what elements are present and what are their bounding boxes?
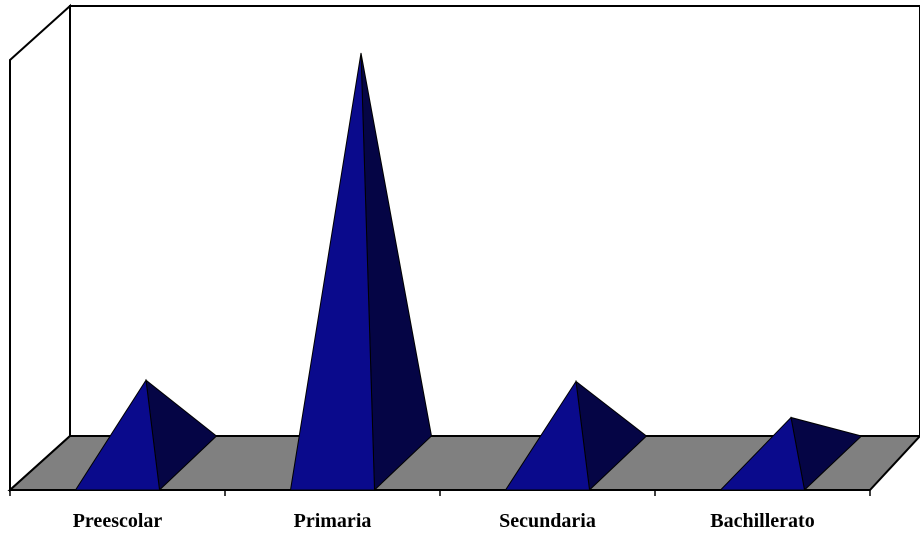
pyramid-secundaria	[504, 379, 648, 492]
back-wall	[69, 5, 920, 437]
category-label-bachillerato: Bachillerato	[710, 510, 814, 532]
pyramid-front-face	[74, 378, 161, 491]
pyramid-front-face	[504, 379, 591, 491]
category-label-primaria: Primaria	[294, 510, 372, 532]
pyramid-primaria	[289, 52, 433, 492]
pyramids	[74, 52, 863, 492]
pyramid-preescolar	[74, 378, 218, 492]
category-label-preescolar: Preescolar	[73, 510, 163, 532]
pyramid-front-face	[719, 416, 806, 491]
side-wall	[9, 3, 71, 493]
category-labels: Preescolar Primaria Secundaria Bachillerato	[73, 510, 815, 532]
axis-ticks	[9, 490, 871, 496]
pyramid-bachillerato	[719, 416, 863, 491]
category-label-secundaria: Secundaria	[499, 510, 596, 532]
pyramid-front-face	[289, 52, 376, 491]
